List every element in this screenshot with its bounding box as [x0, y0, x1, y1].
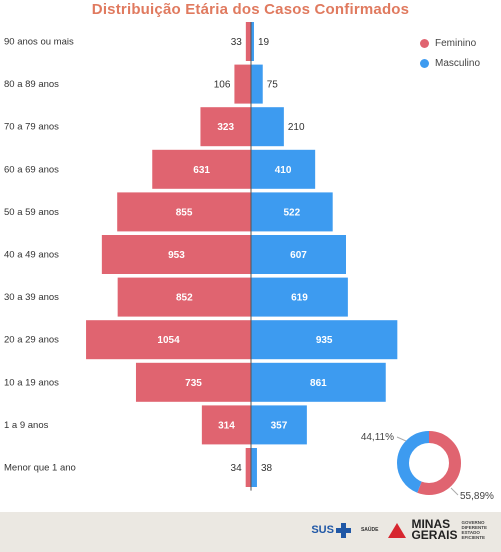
gov-slogan-line-2: DIFERENTE: [461, 525, 487, 530]
saude-label: SAÚDE: [360, 527, 379, 533]
gender-donut-chart: 44,11% 55,89%: [361, 431, 494, 502]
bar-feminino[interactable]: [245, 448, 251, 487]
legend-label-feminino: Feminino: [435, 37, 477, 49]
value-label-feminino: 33: [231, 37, 243, 48]
bar-masculino[interactable]: [251, 320, 398, 360]
footer: SUS SAÚDE MINAS GERAIS GOVERNO DIFERENTE…: [0, 512, 501, 552]
value-label-masculino: 410: [275, 165, 292, 176]
bar-feminino[interactable]: [234, 64, 251, 104]
category-label: 30 a 39 anos: [4, 292, 59, 303]
chart-title: Distribuição Etária dos Casos Confirmado…: [91, 1, 410, 18]
bar-feminino[interactable]: [245, 22, 251, 61]
category-label: 50 a 59 anos: [4, 207, 59, 218]
bar-feminino[interactable]: [200, 107, 251, 147]
gov-slogan-line-1: GOVERNO: [461, 520, 485, 525]
category-label: 10 a 19 anos: [4, 377, 59, 388]
legend-item-feminino[interactable]: Feminino: [420, 33, 480, 53]
value-label-feminino: 34: [231, 463, 243, 474]
bar-masculino[interactable]: [251, 362, 386, 402]
value-label-masculino: 619: [291, 293, 308, 304]
minas-gerais-line-1: MINAS: [411, 517, 451, 531]
bar-feminino[interactable]: [152, 149, 251, 189]
minas-gerais-logo: MINAS GERAIS GOVERNO DIFERENTE ESTADO EF…: [388, 517, 487, 542]
category-label: 70 a 79 anos: [4, 122, 59, 133]
minas-gerais-text: MINAS GERAIS: [411, 517, 458, 542]
bar-feminino[interactable]: [135, 362, 251, 402]
category-label: 60 a 69 anos: [4, 164, 59, 175]
pyramid-chart: 90 anos ou mais 33 19 80 a 89 anos 106 75 70 a…: [4, 22, 398, 491]
value-label-masculino: 38: [261, 463, 273, 474]
value-label-masculino: 522: [284, 207, 301, 218]
bar-masculino[interactable]: [251, 149, 316, 189]
donut-slice-masculino[interactable]: [397, 431, 461, 495]
category-label: 1 a 9 anos: [4, 420, 49, 431]
gov-slogan: GOVERNO DIFERENTE ESTADO EFICIENTE: [461, 520, 487, 540]
value-label-feminino: 106: [214, 80, 231, 91]
category-label: 40 a 49 anos: [4, 250, 59, 261]
category-label: 20 a 29 anos: [4, 335, 59, 346]
bar-masculino[interactable]: [251, 192, 333, 232]
bar-masculino[interactable]: [251, 277, 348, 317]
bar-feminino[interactable]: [101, 235, 251, 274]
triangle-icon: [388, 522, 407, 538]
bar-feminino[interactable]: [86, 320, 251, 360]
bar-feminino[interactable]: [117, 192, 251, 232]
plus-icon: [335, 522, 351, 538]
sus-logo-text: SUS: [311, 524, 334, 536]
value-label-feminino: 314: [218, 420, 235, 431]
value-label-masculino: 935: [316, 335, 333, 346]
value-label-masculino: 607: [290, 250, 307, 261]
leader-line-feminino: [450, 487, 459, 496]
bar-masculino[interactable]: [251, 107, 284, 147]
category-label: 80 a 89 anos: [4, 79, 59, 90]
value-label-feminino: 631: [193, 165, 210, 176]
value-label-feminino: 323: [217, 122, 234, 133]
legend-item-masculino[interactable]: Masculino: [420, 53, 480, 73]
value-label-masculino: 357: [271, 420, 288, 431]
legend-label-masculino: Masculino: [435, 57, 481, 69]
bar-masculino[interactable]: [251, 64, 263, 104]
bar-masculino[interactable]: [251, 22, 254, 61]
bar-masculino[interactable]: [251, 405, 307, 445]
bar-feminino[interactable]: [117, 277, 251, 317]
value-label-masculino: 75: [267, 80, 279, 91]
category-label: 90 anos ou mais: [4, 37, 74, 48]
value-label-masculino: 861: [310, 378, 327, 389]
donut-label-feminino: 55,89%: [460, 491, 494, 502]
leader-line-masculino: [396, 436, 407, 442]
value-label-masculino: 210: [288, 122, 305, 133]
gov-slogan-line-3: ESTADO: [461, 530, 480, 535]
legend-dot-masculino: [420, 58, 429, 68]
gov-slogan-line-4: EFICIENTE: [461, 535, 485, 540]
legend-dot-feminino: [420, 38, 429, 48]
bar-masculino[interactable]: [251, 448, 257, 487]
sus-logo: SUS: [311, 522, 351, 538]
value-label-masculino: 19: [258, 37, 270, 48]
bar-feminino[interactable]: [201, 405, 251, 445]
value-label-feminino: 1054: [157, 335, 180, 346]
minas-gerais-line-2: GERAIS: [411, 528, 458, 542]
value-label-feminino: 735: [185, 378, 202, 389]
donut-label-masculino: 44,11%: [361, 432, 394, 443]
category-label: Menor que 1 ano: [4, 463, 76, 474]
value-label-feminino: 855: [176, 207, 193, 218]
legend: Feminino Masculino: [420, 33, 480, 73]
bar-masculino[interactable]: [251, 235, 346, 274]
value-label-feminino: 852: [176, 293, 193, 304]
footer-logos: SUS SAÚDE MINAS GERAIS GOVERNO DIFERENTE…: [311, 517, 487, 542]
value-label-feminino: 953: [168, 250, 185, 261]
